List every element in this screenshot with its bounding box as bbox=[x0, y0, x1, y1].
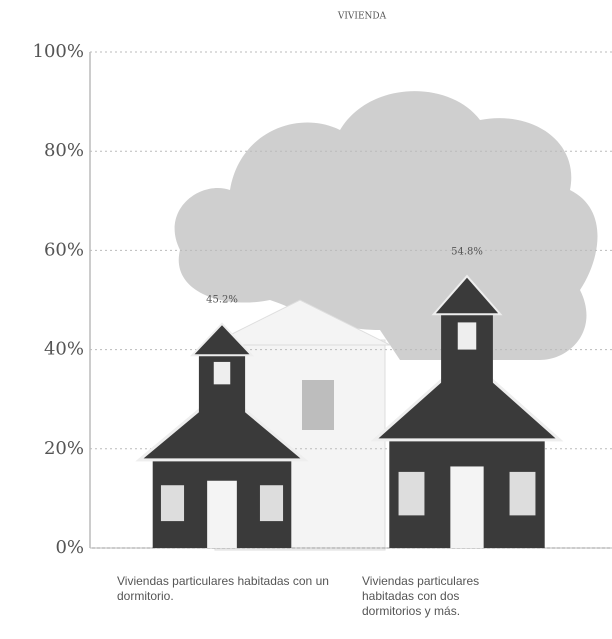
y-tick-label: 20% bbox=[44, 438, 84, 459]
house-bar bbox=[135, 322, 309, 548]
chart-title: VIVIENDA bbox=[337, 12, 387, 22]
house-bar bbox=[370, 274, 564, 548]
window bbox=[509, 471, 536, 516]
house-roof bbox=[370, 355, 564, 442]
y-tick-label: 100% bbox=[33, 41, 84, 62]
y-tick-label: 0% bbox=[55, 537, 84, 558]
cupola-window bbox=[213, 361, 231, 385]
y-tick-label: 80% bbox=[44, 140, 84, 161]
door bbox=[450, 466, 484, 548]
value-label: 45.2% bbox=[206, 294, 238, 305]
house-roof bbox=[135, 389, 309, 462]
x-tick-label: Viviendas particulares habitadas con dos… bbox=[362, 574, 480, 618]
cupola-window bbox=[457, 322, 477, 350]
window bbox=[259, 485, 284, 522]
window bbox=[160, 485, 185, 522]
cupola-roof bbox=[431, 274, 503, 316]
y-tick-label: 60% bbox=[44, 239, 84, 260]
cupola-roof bbox=[189, 322, 255, 357]
y-tick-label: 40% bbox=[44, 339, 84, 360]
door bbox=[207, 480, 237, 548]
value-label: 54.8% bbox=[451, 247, 483, 258]
window bbox=[398, 471, 425, 516]
x-tick-label: Viviendas particulares habitadas con un … bbox=[117, 574, 329, 603]
